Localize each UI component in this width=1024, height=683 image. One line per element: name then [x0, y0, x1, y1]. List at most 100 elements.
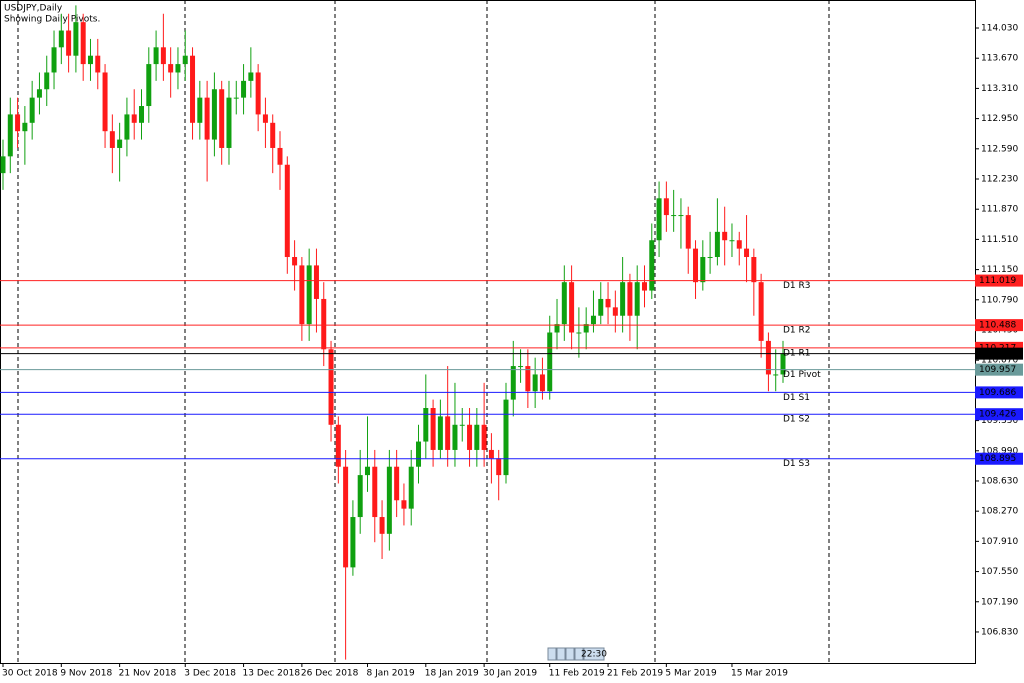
price-box	[975, 386, 1023, 399]
x-tick-label: 18 Jan 2019	[425, 669, 479, 679]
candle-body	[153, 47, 159, 65]
candle-body	[87, 55, 93, 65]
y-tick-label: 113.310	[981, 84, 1018, 94]
candle-body	[430, 408, 436, 450]
candle-body	[576, 332, 582, 334]
candle-body	[36, 89, 42, 98]
y-tick-label: 110.070	[981, 356, 1018, 366]
candle-body	[510, 366, 516, 400]
price-label: 111.019	[979, 276, 1016, 286]
candle-body	[168, 64, 174, 73]
candle-body	[663, 198, 669, 216]
candle-body	[175, 64, 181, 73]
candle-body	[255, 72, 261, 115]
y-tick-label: 111.510	[981, 235, 1018, 245]
candle-body	[765, 340, 771, 375]
scroll-buttons[interactable]: 22:30	[547, 647, 607, 661]
candle-body	[386, 466, 392, 534]
price-label: 110.488	[979, 321, 1016, 331]
candle-body	[284, 164, 290, 258]
x-tick-label: 15 Mar 2019	[731, 669, 788, 679]
candle-body	[561, 282, 567, 325]
candle-body	[481, 424, 487, 450]
candle-body	[474, 424, 480, 450]
candle-body	[554, 324, 560, 333]
candle-body	[773, 374, 779, 376]
y-tick-label: 111.150	[981, 265, 1018, 275]
candle-body	[641, 282, 647, 291]
candle-body	[714, 231, 720, 258]
candle-body	[707, 257, 713, 259]
x-tick-label: 8 Jan 2019	[366, 669, 414, 679]
candle-body	[569, 282, 575, 333]
candle-body	[583, 324, 589, 333]
candle-body	[518, 366, 524, 368]
candle-body	[364, 466, 370, 476]
candle-body	[357, 475, 363, 518]
candle-body	[80, 22, 86, 65]
candle-body	[379, 517, 385, 534]
candle-body	[656, 198, 662, 241]
candle-body	[612, 307, 618, 316]
candle-body	[394, 466, 400, 501]
candle-body	[44, 72, 50, 90]
candle-body	[270, 122, 276, 148]
candle-body	[0, 156, 6, 174]
x-tick-label: 21 Nov 2018	[119, 669, 177, 679]
candle-body	[117, 139, 123, 148]
price-label: 109.957	[979, 365, 1016, 375]
price-box	[975, 347, 1023, 360]
candle-body	[736, 240, 742, 249]
candle-body	[598, 298, 604, 316]
candle-body	[95, 55, 101, 73]
candle-body	[160, 47, 166, 65]
x-tick-label: 5 Mar 2019	[665, 669, 717, 679]
button[interactable]	[574, 647, 584, 661]
candle-body	[313, 265, 319, 299]
candle-body	[620, 282, 626, 316]
price-label: 109.426	[979, 410, 1016, 420]
candle-body	[547, 332, 553, 392]
y-tick-label: 112.230	[981, 175, 1018, 185]
current-price-label: 110.148	[979, 349, 1016, 359]
y-tick-label: 113.670	[981, 54, 1018, 64]
candle-body	[299, 265, 305, 325]
candle-body	[678, 215, 684, 217]
pivot-name: D1 R3	[783, 281, 811, 291]
candle-body	[452, 424, 458, 450]
candle-body	[532, 374, 538, 392]
candle-body	[211, 89, 217, 140]
candle-body	[182, 55, 188, 65]
candle-body	[416, 441, 422, 467]
candle-body	[146, 64, 152, 107]
y-tick-label: 108.630	[981, 476, 1018, 486]
candle-body	[248, 72, 254, 81]
candle-body	[7, 114, 13, 157]
x-tick-label: 13 Dec 2018	[243, 669, 301, 679]
y-tick-label: 107.910	[981, 537, 1018, 547]
y-tick-label: 107.190	[981, 597, 1018, 607]
y-tick-label: 109.350	[981, 416, 1018, 426]
price-label: 108.895	[979, 454, 1016, 464]
y-tick-label: 114.030	[981, 24, 1018, 34]
price-box	[975, 452, 1023, 465]
candle-body	[590, 315, 596, 325]
pivot-name: D1 R2	[783, 326, 811, 336]
pivot-name: D1 S3	[783, 459, 810, 469]
candle-body	[73, 22, 79, 56]
candle-body	[233, 97, 239, 99]
button[interactable]	[547, 647, 557, 661]
period-separators	[17, 0, 830, 663]
candle-body	[467, 424, 473, 450]
candle-body	[219, 89, 225, 148]
candle-body	[408, 466, 414, 509]
y-tick-label: 108.270	[981, 507, 1018, 517]
candle-body	[204, 97, 210, 140]
candle-body	[758, 282, 764, 341]
y-tick-label: 112.950	[981, 114, 1018, 124]
candle-body	[488, 449, 494, 459]
x-tick-label: 30 Jan 2019	[483, 669, 537, 679]
button[interactable]	[556, 647, 566, 661]
button[interactable]	[565, 647, 575, 661]
candle-body	[190, 55, 196, 123]
